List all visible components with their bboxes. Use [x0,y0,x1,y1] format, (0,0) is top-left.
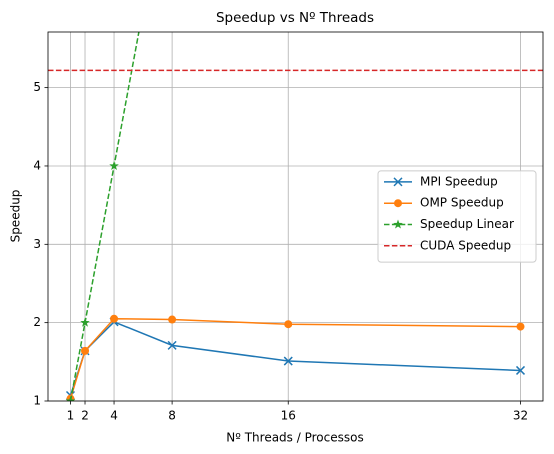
marker [110,314,119,323]
marker [393,177,403,187]
marker [393,219,403,229]
marker [65,396,76,401]
y-axis-label: Speedup [9,190,23,243]
marker [109,160,119,171]
y-tick-label: 5 [33,80,41,94]
x-tick-label: 4 [110,409,118,423]
marker [168,315,177,324]
y-tick-label: 3 [33,237,41,251]
x-tick-label: 1 [67,409,75,423]
x-tick-label: 8 [168,409,176,423]
marker [515,365,526,375]
marker [394,199,402,208]
marker [81,346,90,355]
series-line [69,317,521,399]
legend-label: CUDA Speedup [420,238,511,252]
x-axis-label: Nº Threads / Processos [226,431,363,445]
series-line [69,320,521,396]
series-line [69,32,140,401]
x-tick-label: 2 [81,409,89,423]
plot-frame [47,31,544,402]
x-tick-label: 32 [513,409,528,423]
y-tick-label: 1 [33,394,41,408]
chart-title: Speedup vs Nº Threads [216,10,374,26]
y-tick-label: 4 [33,158,41,172]
marker [516,322,525,331]
legend-label: MPI Speedup [420,174,498,188]
y-tick-label: 2 [33,315,41,329]
legend: MPI Speedup OMP Speedup Speedup Linear CUDA… [377,170,537,263]
legend-box [377,170,537,263]
marker [283,356,293,366]
x-tick-label: 16 [281,409,296,423]
legend-label: OMP Speedup [420,196,504,210]
marker [284,320,293,329]
marker [80,317,90,327]
marker [167,340,177,350]
legend-label: Speedup Linear [420,217,514,231]
plot-area [48,32,543,401]
